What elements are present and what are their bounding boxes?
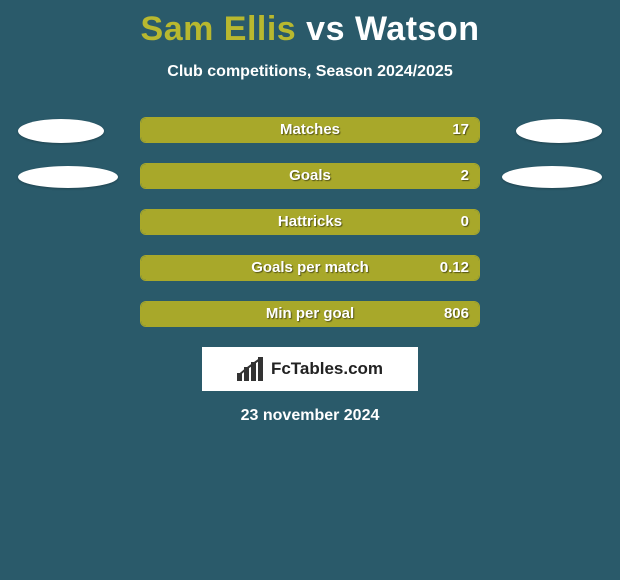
stat-value: 0.12 (440, 259, 469, 276)
stat-label: Goals (141, 167, 479, 184)
logo-box: FcTables.com (202, 347, 418, 391)
stat-row: Matches17 (0, 117, 620, 145)
stat-bar: Goals per match0.12 (140, 255, 480, 281)
player2-disc (516, 119, 602, 143)
stat-value: 17 (452, 121, 469, 138)
stat-row: Goals2 (0, 163, 620, 191)
stat-rows-container: Matches17 Goals2 Hattricks0 Goals per match… (0, 117, 620, 329)
logo-text: FcTables.com (271, 359, 383, 379)
subtitle: Club competitions, Season 2024/2025 (0, 63, 620, 81)
player2-name: Watson (355, 10, 480, 48)
stat-bar: Min per goal806 (140, 301, 480, 327)
vs-text: vs (306, 10, 345, 48)
stat-label: Goals per match (141, 259, 479, 276)
player1-disc (18, 166, 118, 188)
stat-row: Min per goal806 (0, 301, 620, 329)
stat-label: Matches (141, 121, 479, 138)
stat-bar: Hattricks0 (140, 209, 480, 235)
stat-value: 806 (444, 305, 469, 322)
stat-label: Min per goal (141, 305, 479, 322)
player1-disc (18, 119, 104, 143)
player2-disc (502, 166, 602, 188)
page-title: Sam Ellis vs Watson (0, 0, 620, 49)
stat-value: 0 (461, 213, 469, 230)
stat-bar: Matches17 (140, 117, 480, 143)
stat-row: Goals per match0.12 (0, 255, 620, 283)
stat-value: 2 (461, 167, 469, 184)
stat-bar: Goals2 (140, 163, 480, 189)
logo-bars-icon (237, 357, 265, 381)
player1-name: Sam Ellis (141, 10, 297, 48)
stat-label: Hattricks (141, 213, 479, 230)
stat-row: Hattricks0 (0, 209, 620, 237)
date-line: 23 november 2024 (0, 407, 620, 425)
